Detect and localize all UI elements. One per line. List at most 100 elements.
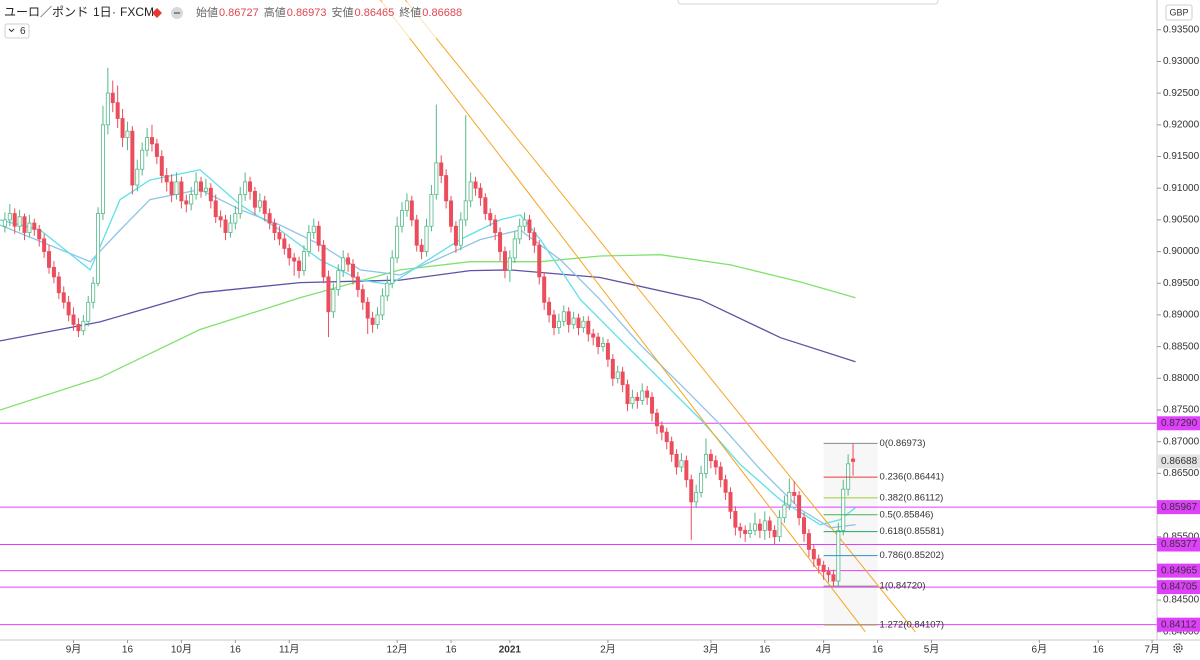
fib-label: 1.272(0.84107) [880, 619, 944, 630]
candle-body [96, 213, 101, 284]
x-tick-label: 4月 [816, 644, 832, 656]
y-tick-label: 0.91500 [1163, 151, 1200, 162]
candle-body [561, 311, 566, 322]
settings-icon-center [1176, 646, 1180, 650]
candle-body [37, 228, 42, 240]
candle-body [233, 213, 238, 224]
candle-body [527, 219, 532, 233]
x-tick-label: 16 [872, 645, 884, 656]
candle-body [591, 333, 596, 338]
x-tick-label: 11月 [279, 644, 299, 656]
plot-area: 0(0.86973) 0.236(0.86441) 0.382(0.86112) 0.… [0, 0, 1157, 633]
candle-body [713, 460, 718, 468]
candle-body [502, 251, 507, 271]
candle-body [444, 175, 449, 202]
candle-body [601, 343, 606, 348]
candle-body [301, 251, 306, 271]
candle-body [507, 257, 512, 271]
candle-body [449, 200, 454, 227]
candle-body [86, 301, 91, 322]
settings-icon[interactable] [1173, 643, 1183, 653]
candle-body [733, 510, 738, 528]
candle-body [257, 200, 262, 208]
candle-body [42, 238, 47, 252]
currency-box[interactable] [1165, 4, 1193, 21]
candle-body [189, 194, 194, 205]
interval[interactable]: 1日 [93, 5, 112, 19]
x-tick-label: 10月 [171, 644, 192, 656]
candle-body [208, 187, 213, 202]
candle-body [203, 187, 208, 192]
candle-body [27, 222, 32, 233]
x-tick-label: 16 [1093, 645, 1105, 656]
y-tick-label: 0.84500 [1163, 595, 1200, 606]
candle-body [566, 311, 571, 325]
candle-body [458, 219, 463, 246]
candle-body [787, 491, 792, 506]
candle-body [478, 187, 483, 199]
candle-body [694, 491, 699, 503]
price-line-label: 0.84965 [1161, 565, 1198, 576]
x-tick-label: 12月 [387, 644, 408, 656]
candle-body [228, 222, 233, 233]
candle-body [689, 479, 694, 503]
ohlc-legend: 始値 0.86727 高値 0.86973 安値 0.86465 終値 0.86688 [196, 5, 462, 19]
price-line-label: 0.84112 [1161, 619, 1197, 630]
ohlc-label: 終値 [399, 5, 421, 19]
price-line-tag [1157, 563, 1200, 578]
y-tick-label: 0.86500 [1163, 468, 1200, 479]
candle-body [429, 194, 434, 227]
y-tick-label: 0.90500 [1163, 215, 1200, 226]
candle-body [434, 162, 439, 195]
y-tick-label: 0.93500 [1163, 24, 1200, 35]
candle-body [831, 574, 836, 582]
candle-body [184, 200, 189, 205]
candle-body [76, 324, 81, 332]
candle-body [738, 526, 743, 531]
candle-body [640, 390, 645, 401]
candle-body [556, 320, 561, 329]
candle-body [767, 520, 772, 531]
candle-body [267, 213, 272, 224]
candle-body [390, 257, 395, 284]
candle-body [159, 156, 164, 176]
candle-body [708, 453, 713, 462]
ohlc-label: 始値 [196, 5, 218, 19]
candle-body [699, 472, 704, 493]
candle-body [51, 267, 56, 278]
y-tick-label: 0.87500 [1163, 405, 1200, 416]
candle-body [115, 102, 120, 119]
candle-body [669, 441, 674, 455]
candle-body [483, 197, 488, 214]
candle-body [81, 320, 86, 332]
symbol[interactable]: ユーロ／ポンド [4, 5, 88, 19]
candle-body [140, 149, 145, 170]
fib-label: 0.618(0.85581) [880, 526, 944, 537]
chevron [8, 28, 15, 33]
candle-body [816, 558, 821, 566]
x-tick-label: 3月 [703, 644, 719, 656]
x-tick-label: 7月 [1144, 644, 1160, 656]
indicator-toggle[interactable] [4, 23, 30, 39]
flag-icon[interactable] [152, 8, 162, 18]
candle-body [287, 247, 292, 259]
candle-body [194, 181, 199, 195]
ohlc-value: 0.86973 [287, 7, 327, 19]
candle-body [463, 200, 468, 221]
candle-body [610, 358, 615, 379]
candle-body [326, 276, 331, 313]
candle-body [22, 216, 27, 233]
candle-body [365, 301, 370, 319]
candle-body [596, 336, 601, 348]
candle-body [130, 130, 135, 186]
candle-body [100, 124, 105, 214]
candle-body [292, 257, 297, 262]
candle-body [370, 317, 375, 325]
y-tick-label: 0.88000 [1163, 373, 1200, 384]
candle-body [179, 181, 184, 202]
candle-body [846, 463, 851, 490]
y-tick-label: 0.90000 [1163, 246, 1200, 257]
candle-body [414, 219, 419, 246]
candle-body [145, 137, 150, 151]
candle-body [743, 529, 748, 534]
